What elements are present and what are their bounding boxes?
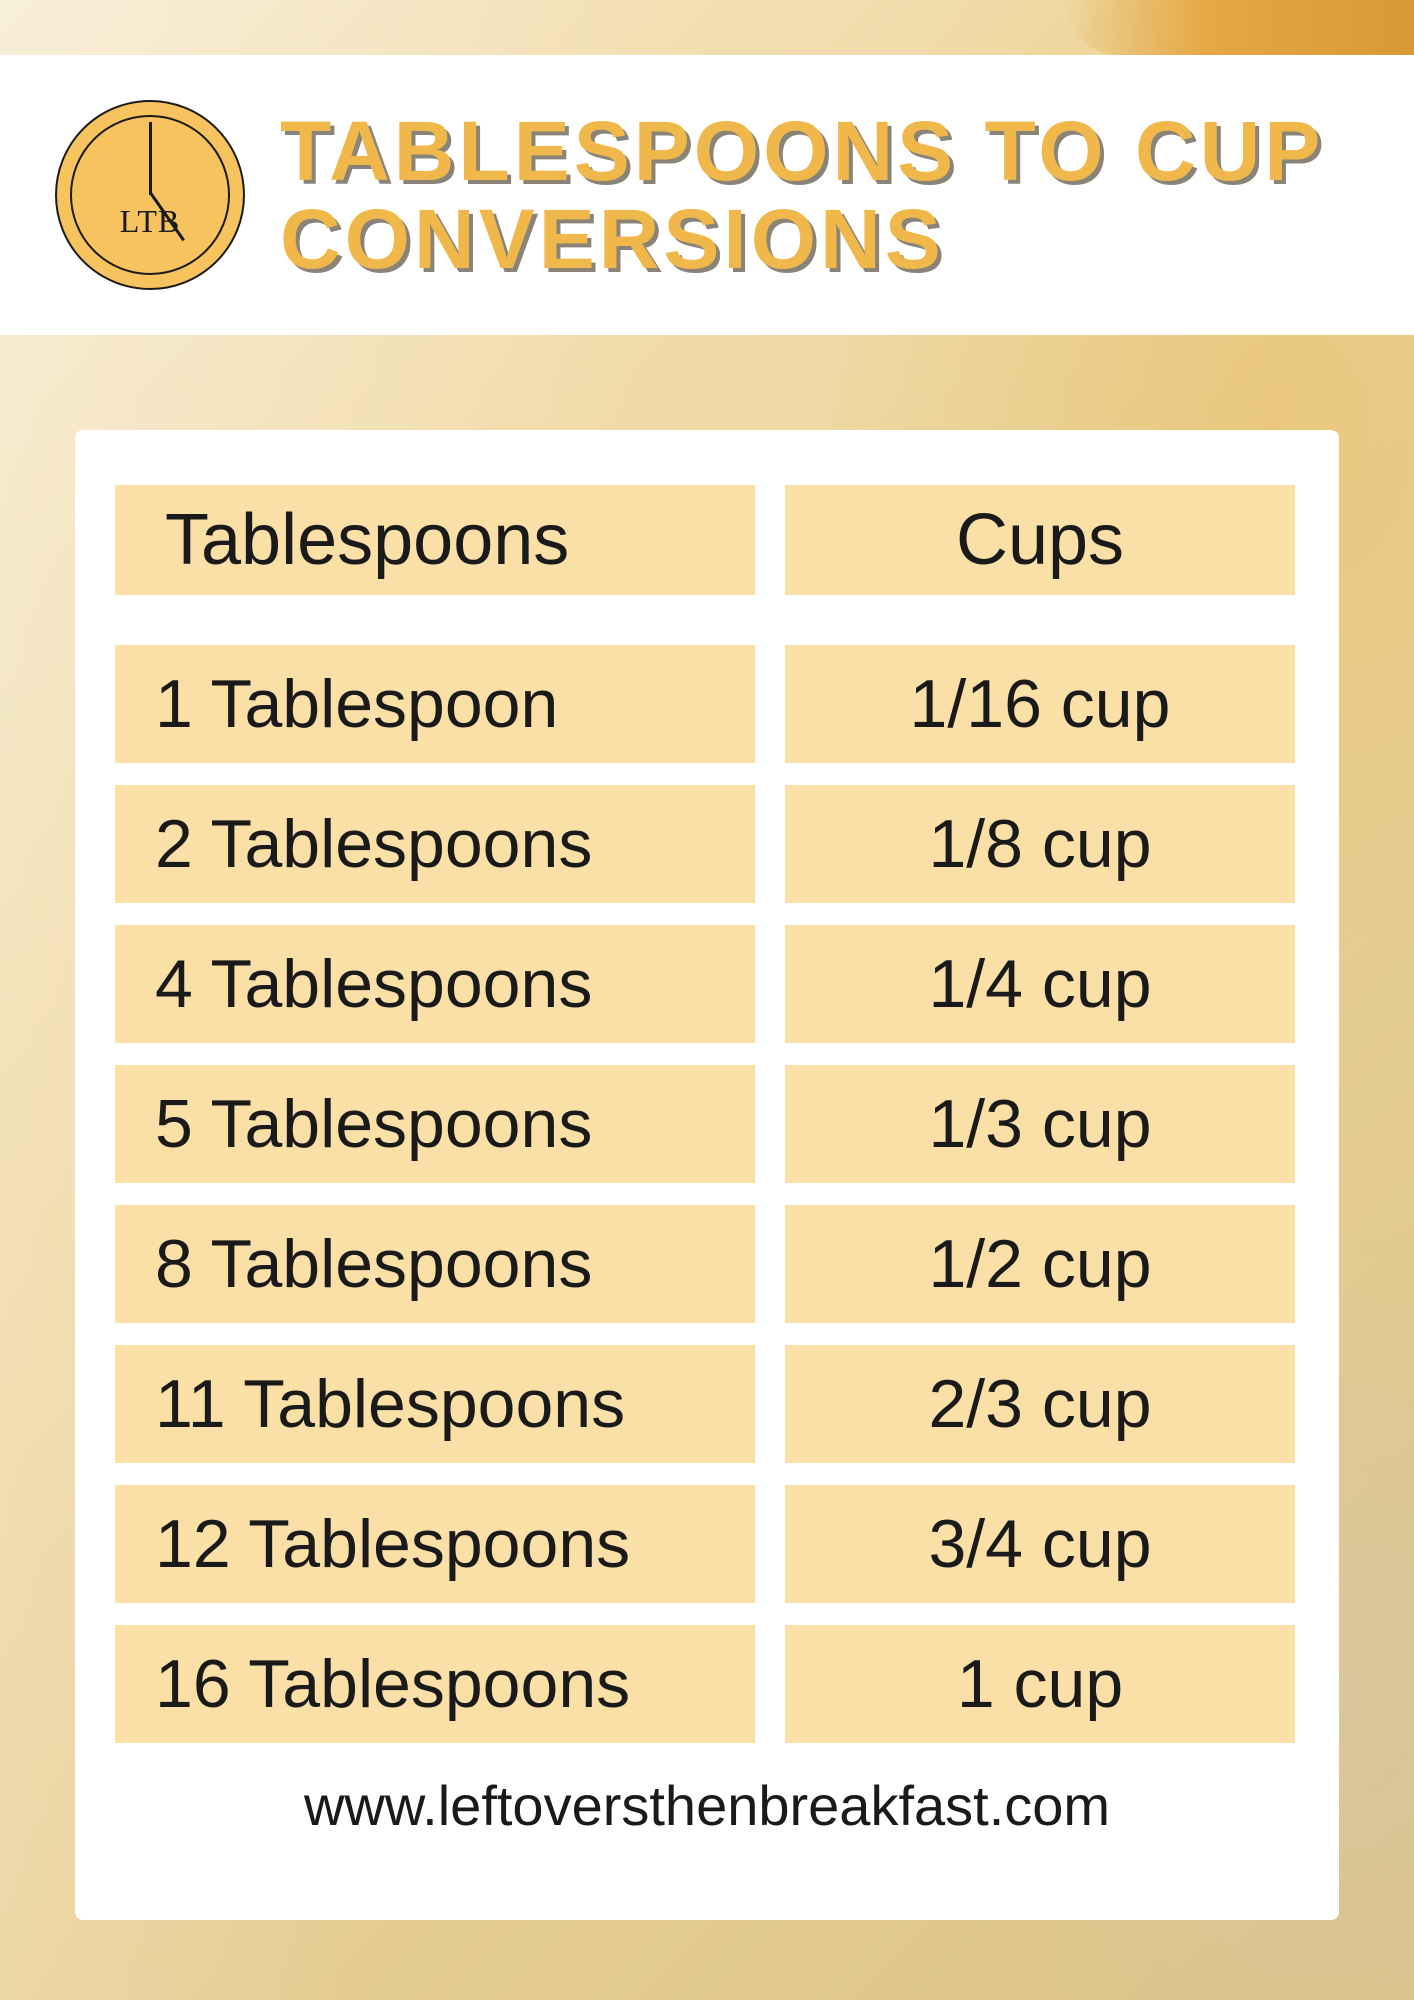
cell-tbsp: 4 Tablespoons [115,925,755,1043]
logo-clock-icon: LTB [55,100,245,290]
page-title: TABLESPOONS TO CUP CONVERSIONS [280,107,1414,283]
cell-tbsp: 2 Tablespoons [115,785,755,903]
header-band: LTB TABLESPOONS TO CUP CONVERSIONS [0,55,1414,335]
cell-tbsp: 8 Tablespoons [115,1205,755,1323]
top-accent-strip [1064,0,1414,55]
footer-url: www.leftoversthenbreakfast.com [115,1773,1299,1838]
cell-cups: 2/3 cup [785,1345,1295,1463]
cell-cups: 1 cup [785,1625,1295,1743]
cell-cups: 1/3 cup [785,1065,1295,1183]
header-cups: Cups [785,485,1295,595]
header-tablespoons: Tablespoons [115,485,755,595]
cell-tbsp: 12 Tablespoons [115,1485,755,1603]
table-header-row: Tablespoons Cups [115,485,1299,595]
table-row: 2 Tablespoons 1/8 cup [115,785,1299,903]
table-row: 11 Tablespoons 2/3 cup [115,1345,1299,1463]
table-row: 12 Tablespoons 3/4 cup [115,1485,1299,1603]
cell-tbsp: 1 Tablespoon [115,645,755,763]
cell-cups: 1/16 cup [785,645,1295,763]
cell-tbsp: 11 Tablespoons [115,1345,755,1463]
table-row: 1 Tablespoon 1/16 cup [115,645,1299,763]
table-row: 8 Tablespoons 1/2 cup [115,1205,1299,1323]
cell-tbsp: 5 Tablespoons [115,1065,755,1183]
logo-text: LTB [120,203,181,240]
cell-cups: 1/2 cup [785,1205,1295,1323]
cell-cups: 1/8 cup [785,785,1295,903]
conversion-table-card: Tablespoons Cups 1 Tablespoon 1/16 cup 2… [75,430,1339,1920]
table-row: 4 Tablespoons 1/4 cup [115,925,1299,1043]
conversion-table: Tablespoons Cups 1 Tablespoon 1/16 cup 2… [115,485,1299,1743]
cell-cups: 3/4 cup [785,1485,1295,1603]
cell-tbsp: 16 Tablespoons [115,1625,755,1743]
cell-cups: 1/4 cup [785,925,1295,1043]
table-row: 16 Tablespoons 1 cup [115,1625,1299,1743]
table-row: 5 Tablespoons 1/3 cup [115,1065,1299,1183]
